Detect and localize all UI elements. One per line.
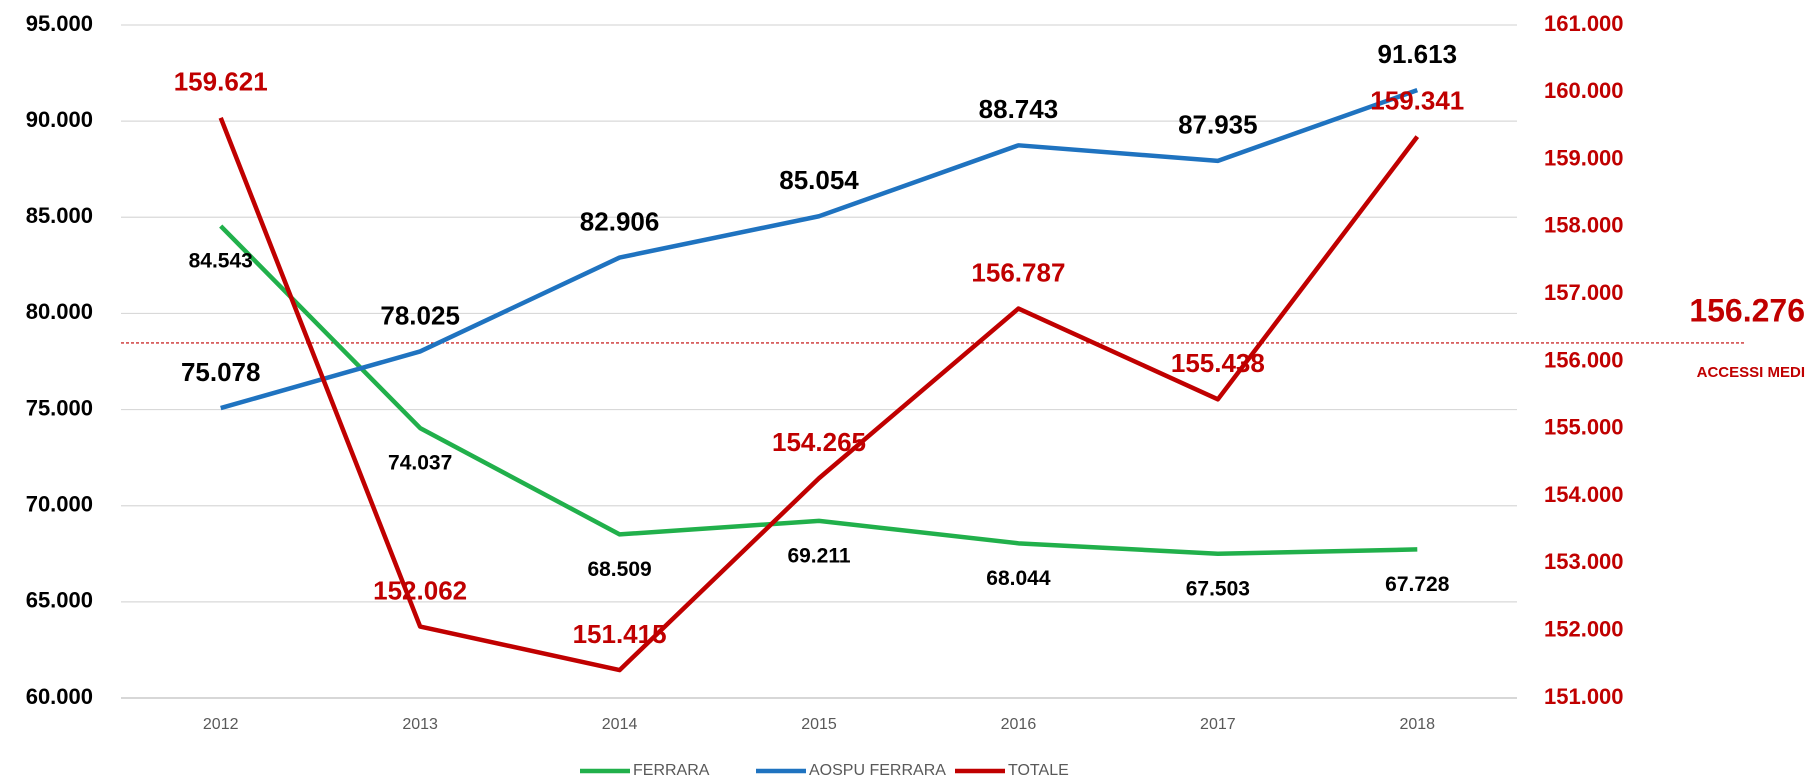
y-tick-label: 95.000 (26, 11, 93, 36)
y-tick-label: 70.000 (26, 492, 93, 517)
x-tick-label: 2014 (602, 716, 638, 733)
data-label: 91.613 (1378, 39, 1458, 69)
data-label: 88.743 (979, 94, 1059, 124)
y-tick-label: 60.000 (26, 684, 93, 709)
y-tick-label: 80.000 (26, 299, 93, 324)
data-label: 78.025 (380, 300, 460, 330)
data-label: 75.078 (181, 357, 261, 387)
y2-tick-label: 161.000 (1544, 11, 1624, 36)
data-label: 159.341 (1370, 86, 1464, 116)
x-tick-label: 2018 (1399, 716, 1435, 733)
data-label: 69.211 (787, 544, 850, 567)
data-label: 67.728 (1385, 573, 1450, 596)
y2-tick-label: 155.000 (1544, 415, 1624, 440)
x-tick-label: 2017 (1200, 716, 1236, 733)
data-label: 67.503 (1186, 577, 1250, 600)
series-line (218, 116, 1420, 673)
y2-tick-label: 153.000 (1544, 549, 1624, 574)
reference-label: 156.276 (1689, 292, 1805, 328)
legend-label: TOTALE (1008, 762, 1069, 779)
data-label: 82.906 (580, 206, 660, 236)
data-label: 159.621 (174, 67, 268, 97)
series-line (220, 88, 1419, 411)
y2-tick-label: 160.000 (1544, 78, 1624, 103)
y2-tick-label: 158.000 (1544, 213, 1624, 238)
data-label: 156.787 (971, 257, 1065, 287)
data-label: 68.509 (587, 558, 651, 581)
y2-tick-label: 151.000 (1544, 684, 1624, 709)
data-label: 152.062 (373, 575, 467, 605)
y2-tick-label: 159.000 (1544, 145, 1624, 170)
data-label: 85.054 (779, 165, 859, 195)
y-tick-label: 65.000 (26, 588, 93, 613)
x-tick-label: 2016 (1001, 716, 1037, 733)
series-line (219, 224, 1418, 556)
data-label: 68.044 (986, 567, 1051, 590)
y-tick-label: 75.000 (26, 395, 93, 420)
y2-tick-label: 152.000 (1544, 617, 1624, 642)
legend-label: AOSPU FERRARA (809, 762, 946, 779)
x-tick-label: 2013 (402, 716, 438, 733)
data-label: 74.037 (388, 452, 452, 475)
y2-tick-label: 157.000 (1544, 280, 1624, 305)
y-tick-label: 85.000 (26, 203, 93, 228)
reference-text: ACCESSI MEDI (1697, 364, 1805, 381)
data-label: 87.935 (1178, 110, 1258, 140)
data-label: 154.265 (772, 427, 866, 457)
data-label: 155.438 (1171, 348, 1265, 378)
legend-label: FERRARA (633, 762, 710, 779)
y2-tick-label: 154.000 (1544, 482, 1624, 507)
data-label: 151.415 (573, 619, 667, 649)
y-tick-label: 90.000 (26, 107, 93, 132)
x-tick-label: 2015 (801, 716, 837, 733)
y2-tick-label: 156.000 (1544, 347, 1624, 372)
data-label: 84.543 (189, 250, 253, 273)
x-tick-label: 2012 (203, 716, 239, 733)
